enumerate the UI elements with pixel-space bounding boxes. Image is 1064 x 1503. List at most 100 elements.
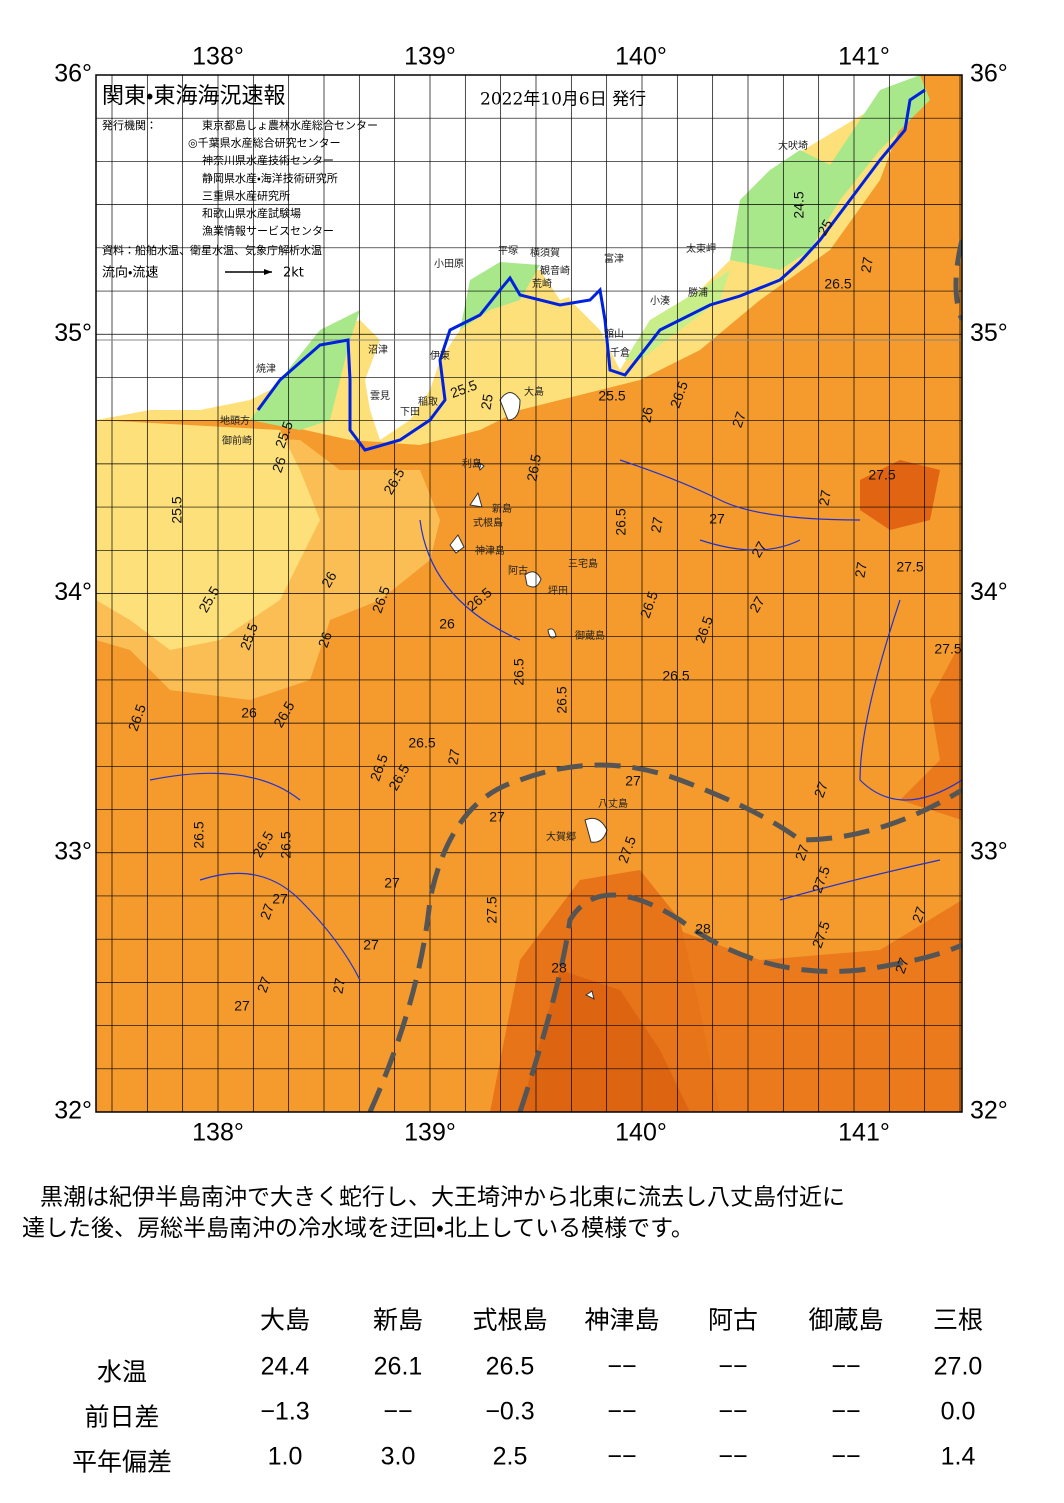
table-cell: 0.0	[941, 1398, 976, 1426]
table-header: 阿古	[708, 1307, 758, 1335]
contour-label: 27	[851, 561, 869, 579]
table-header: 大島	[260, 1307, 310, 1335]
place-label: 地頭方	[220, 414, 250, 427]
lon-label-top: 141°	[838, 43, 890, 71]
contour-label: 27	[444, 748, 462, 766]
contour-label: 27	[811, 779, 831, 799]
place-label: 阿古	[508, 564, 528, 577]
issuer: 三重県水産研究所	[202, 188, 290, 202]
contour-label: 26.5	[554, 686, 570, 713]
place-label: 富津	[604, 252, 624, 265]
place-label: 下田	[400, 407, 420, 418]
contour-label: 26.5	[824, 276, 851, 292]
table-cell: 1.0	[268, 1443, 303, 1471]
place-label: 伊東	[430, 349, 450, 362]
lat-label-right: 34°	[970, 578, 1008, 606]
lat-label-right: 35°	[970, 319, 1008, 347]
lat-label-left: 35°	[54, 319, 92, 347]
contour-label: 27	[647, 516, 665, 534]
place-label: 八丈島	[598, 797, 628, 810]
contour-label: 27	[625, 773, 641, 789]
table-cell: 26.1	[374, 1353, 423, 1381]
contour-label: 28	[695, 921, 711, 937]
contour-label: 27	[792, 842, 812, 862]
table-cell: −−	[831, 1398, 860, 1426]
map-title: 関東・東海海況速報	[102, 84, 285, 109]
contour-label: 27	[272, 891, 288, 907]
contour-label: 27	[909, 904, 929, 924]
contour-label: 27	[748, 538, 770, 560]
contour-label: 27.5	[484, 896, 500, 923]
table-cell: −−	[383, 1398, 412, 1426]
contour-label: 27	[257, 901, 277, 921]
table-cell: 3.0	[381, 1443, 416, 1471]
isotherms	[149, 459, 962, 981]
table-cell: −−	[831, 1443, 860, 1471]
lat-label-left: 36°	[54, 60, 92, 88]
contour-label: 26.5	[662, 668, 689, 684]
place-label: 小田原	[434, 258, 464, 270]
table-cell: −−	[718, 1398, 747, 1426]
place-label: 稲取	[418, 396, 438, 408]
contour-label: 26.5	[523, 453, 544, 483]
row-label: 平年偏差	[72, 1449, 172, 1477]
table-cell: −−	[718, 1353, 747, 1381]
place-label: 御前崎	[222, 434, 252, 447]
place-label: 大賀郷	[546, 830, 576, 843]
data-sources: 資料：船舶水温、衛星水温、気象庁解析水温	[102, 243, 322, 257]
table-cell: 24.4	[261, 1353, 310, 1381]
place-label: 小湊	[650, 294, 670, 307]
row-label: 前日差	[84, 1404, 159, 1432]
lon-label-top: 140°	[615, 43, 667, 71]
contour-label: 27	[329, 977, 347, 995]
place-label: 御蔵島	[575, 629, 605, 642]
contour-label: 25	[477, 393, 495, 411]
zone-25-5	[96, 420, 320, 650]
table-cell: −0.3	[485, 1398, 534, 1426]
contour-label: 27	[857, 256, 875, 274]
contour-label: 24.5	[791, 191, 807, 218]
table-header: 式根島	[472, 1307, 547, 1335]
place-label: 平塚	[498, 245, 518, 257]
lon-label-bottom: 138°	[192, 1119, 244, 1147]
issue-date: 2022年10月6日 発行	[480, 90, 646, 110]
lon-label-top: 139°	[404, 43, 456, 71]
place-label: 千倉	[610, 347, 630, 359]
contour-label: 27	[746, 593, 768, 615]
lon-label-top: 138°	[192, 43, 244, 71]
table-cell: −−	[718, 1443, 747, 1471]
table-cell: −−	[607, 1353, 636, 1381]
place-label: 利島	[462, 457, 482, 470]
table-header: 新島	[373, 1307, 423, 1335]
contour-label: 27.5	[896, 559, 923, 575]
zone-28	[520, 970, 690, 1112]
place-label: 三宅島	[568, 557, 598, 570]
cold-water-boundary	[367, 239, 962, 1112]
contour-label: 26.5	[408, 735, 435, 751]
contour-label: 26	[269, 454, 289, 474]
place-label: 式根島	[473, 516, 503, 529]
kuroshio-axis	[256, 88, 926, 452]
place-label: 館山	[604, 327, 624, 340]
contour-label: 26.5	[613, 508, 629, 535]
description-line: 達した後、房総半島南沖の冷水域を迂回・北上している模様です。	[22, 1216, 694, 1242]
contour-label: 27	[363, 937, 379, 953]
issuers-label: 発行機関：	[102, 118, 157, 132]
place-label: 神津島	[475, 544, 505, 557]
contour-label: 27	[892, 955, 912, 975]
lat-label-right: 36°	[970, 60, 1008, 88]
lon-label-bottom: 139°	[404, 1119, 456, 1147]
contour-label: 27	[384, 875, 400, 891]
place-label: 観音崎	[540, 264, 570, 277]
lon-label-bottom: 141°	[838, 1119, 890, 1147]
table-cell: −−	[831, 1353, 860, 1381]
land	[96, 75, 920, 440]
place-label: 荒崎	[532, 277, 552, 290]
place-label: 雲見	[370, 390, 390, 402]
map-frame	[95, 74, 963, 1113]
contour-label: 26.5	[191, 821, 207, 848]
contour-label: 26	[241, 705, 257, 721]
